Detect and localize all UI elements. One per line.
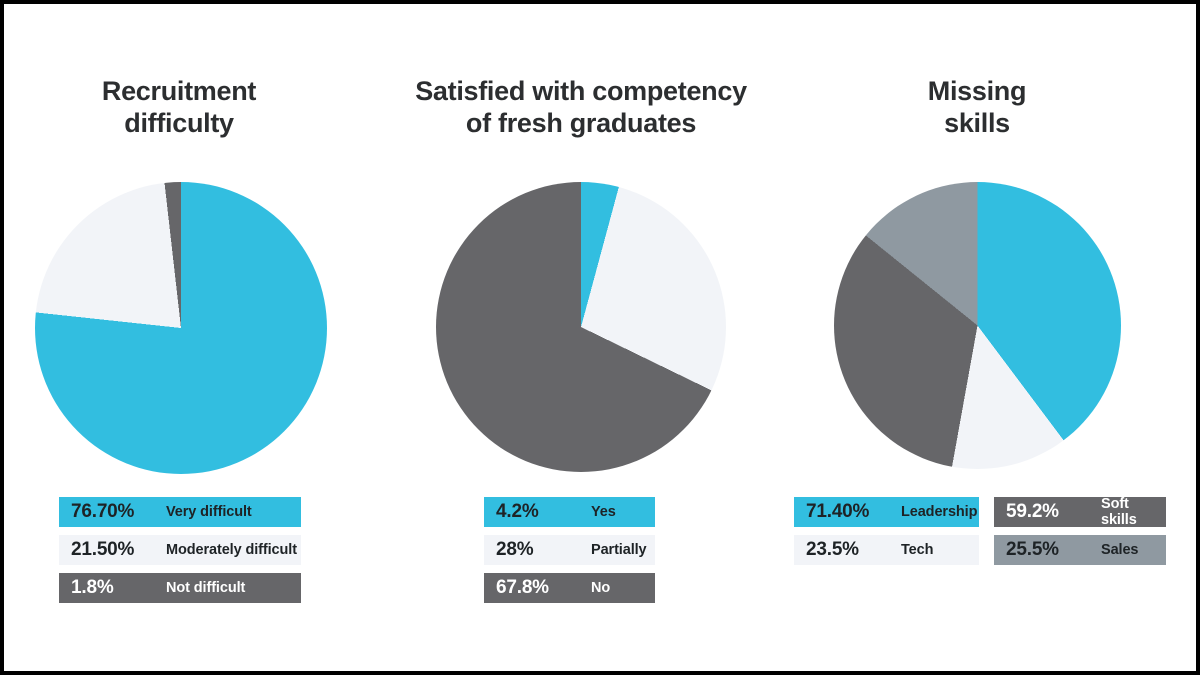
title-line: skills [944, 107, 1010, 138]
title-line: of fresh graduates [465, 107, 697, 138]
legend-item-yes: 4.2% Yes [484, 497, 655, 527]
legend-missing-skills: 71.40% Leadership 23.5% Tech 59.2% Soft … [794, 496, 1166, 565]
legend-label: Not difficult [166, 580, 246, 596]
legend-label: Partially [591, 542, 647, 558]
legend-pct: 59.2% [1006, 501, 1059, 522]
legend-pct: 25.5% [1006, 539, 1059, 560]
legend-item-no: 67.8% No [484, 573, 655, 603]
legend-item-tech: 23.5% Tech [794, 535, 979, 565]
legend-item-very-difficult: 76.70% Very difficult [59, 497, 301, 527]
legend-item-partially: 28% Partially [484, 535, 655, 565]
legend-recruitment-difficulty: 76.70% Very difficult 21.50% Moderately … [59, 497, 301, 603]
legend-item-moderately-difficult: 21.50% Moderately difficult [59, 535, 301, 565]
title-line: Satisfied with competency [415, 76, 747, 106]
title-line: Missing [927, 76, 1027, 106]
chart-title-missing-skills: Missing skills [827, 76, 1127, 140]
legend-item-not-difficult: 1.8% Not difficult [59, 573, 301, 603]
legend-competency-satisfaction: 4.2% Yes 28% Partially 67.8% No [484, 497, 655, 603]
legend-label: Leadership [901, 504, 978, 520]
legend-pct: 23.5% [806, 539, 859, 560]
legend-label: Moderately difficult [166, 542, 297, 558]
pie-recruitment-difficulty [35, 182, 327, 474]
legend-pct: 21.50% [71, 539, 135, 560]
legend-pct: 4.2% [496, 501, 539, 522]
legend-label: Soft skills [1101, 496, 1137, 528]
legend-label: Tech [901, 542, 934, 558]
legend-item-soft-skills: 59.2% Soft skills [994, 496, 1166, 528]
legend-item-leadership: 71.40% Leadership [794, 497, 979, 527]
legend-label: No [591, 580, 611, 596]
title-line: difficulty [124, 107, 234, 138]
legend-pct: 76.70% [71, 501, 135, 522]
chart-title-competency-satisfaction: Satisfied with competency of fresh gradu… [381, 76, 781, 140]
legend-pct: 67.8% [496, 577, 549, 598]
legend-pct: 71.40% [806, 501, 870, 522]
legend-label: Very difficult [166, 504, 252, 520]
title-line: Recruitment [101, 76, 257, 106]
pie-missing-skills [834, 182, 1121, 469]
chart-title-recruitment-difficulty: Recruitment difficulty [29, 76, 329, 140]
legend-pct: 1.8% [71, 577, 114, 598]
pie-competency-satisfaction [436, 182, 726, 472]
legend-label: Sales [1101, 542, 1139, 558]
legend-item-sales: 25.5% Sales [994, 535, 1166, 565]
legend-pct: 28% [496, 539, 534, 560]
legend-label: Yes [591, 504, 616, 520]
